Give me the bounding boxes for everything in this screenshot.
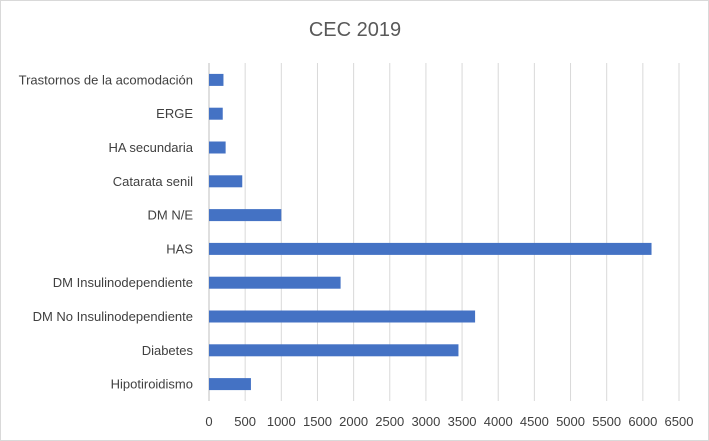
category-label: HA secundaria [108, 140, 193, 155]
category-label: Trastornos de la acomodación [19, 72, 193, 87]
bar [209, 242, 652, 255]
category-label: HAS [166, 241, 193, 256]
category-label: Hipotiroidismo [111, 377, 193, 392]
bar [209, 378, 251, 391]
x-tick-label: 3500 [448, 414, 477, 429]
bar [209, 175, 243, 188]
x-tick-label: 5500 [592, 414, 621, 429]
x-tick-label: 1500 [303, 414, 332, 429]
category-label: Diabetes [142, 343, 194, 358]
x-tick-labels: 0 500 1000 1500 2000 2500 3000 3500 4000 4500 5000… [205, 414, 693, 429]
category-label: DM Insulinodependiente [53, 275, 193, 290]
x-tick-label: 2000 [339, 414, 368, 429]
x-tick-label: 4500 [520, 414, 549, 429]
x-tick-label: 1000 [267, 414, 296, 429]
x-tick-label: 6500 [665, 414, 694, 429]
bar [209, 344, 459, 357]
x-tick-label: 6000 [628, 414, 657, 429]
bar [209, 310, 476, 323]
category-labels: Hipotiroidismo Diabetes DM No Insulinodepe… [19, 72, 194, 391]
bar [209, 107, 223, 120]
bars [209, 73, 652, 391]
x-tick-label: 4000 [484, 414, 513, 429]
category-label: DM N/E [148, 208, 194, 223]
category-label: Catarata senil [113, 174, 193, 189]
chart-title: CEC 2019 [309, 19, 401, 41]
x-tick-label: 5000 [556, 414, 585, 429]
bar [209, 209, 282, 222]
bar [209, 276, 341, 289]
bar [209, 141, 226, 154]
x-tick-label: 0 [205, 414, 212, 429]
x-tick-label: 3000 [411, 414, 440, 429]
bar [209, 73, 224, 86]
category-label: ERGE [156, 106, 193, 121]
category-label: DM No Insulinodependiente [33, 309, 193, 324]
x-tick-label: 500 [234, 414, 256, 429]
gridlines [208, 63, 680, 401]
x-tick-label: 2500 [375, 414, 404, 429]
